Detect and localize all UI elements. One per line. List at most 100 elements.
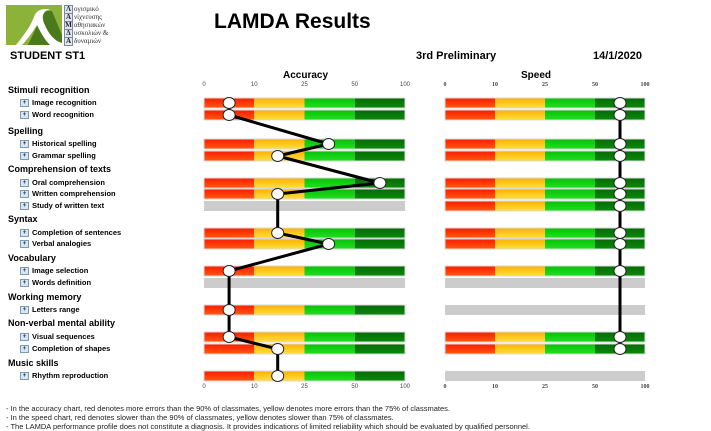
speed-tick-label: 100 xyxy=(641,82,650,88)
accuracy-bar-zone-dark-green xyxy=(354,332,405,342)
skill-item[interactable]: + Completion of sentences xyxy=(20,228,121,237)
speed-bar-zone-green xyxy=(545,344,595,354)
skill-item[interactable]: + Letters range xyxy=(20,305,80,314)
expand-icon[interactable]: + xyxy=(20,139,29,148)
skill-label: Letters range xyxy=(32,305,80,314)
accuracy-bar-zone-dark-green xyxy=(354,371,405,381)
accuracy-bar-zone-dark-green xyxy=(354,98,405,108)
speed-bar-outline xyxy=(444,265,646,277)
expand-icon[interactable]: + xyxy=(20,371,29,380)
skill-label: Image recognition xyxy=(32,98,97,107)
accuracy-bar-zone-green xyxy=(304,266,355,276)
accuracy-tick-label: 10 xyxy=(251,82,258,88)
accuracy-bar-zone-dark-green xyxy=(354,151,405,161)
speed-bar-outline xyxy=(444,150,646,162)
speed-bar-zone-red xyxy=(445,139,495,149)
expand-icon[interactable]: + xyxy=(20,178,29,187)
category-heading: Music skills xyxy=(8,358,59,368)
accuracy-bar-zone-yellow xyxy=(254,305,305,315)
skill-label: Visual sequences xyxy=(32,332,95,341)
speed-tick-label: 50 xyxy=(592,384,598,390)
expand-icon[interactable]: + xyxy=(20,266,29,275)
accuracy-bar-zone-green xyxy=(304,178,355,188)
speed-value-marker xyxy=(613,177,627,189)
speed-bar-zone-green xyxy=(545,239,595,249)
logo-word: υσκολιών & xyxy=(74,29,109,37)
logo-word: νίχνευσης xyxy=(74,13,102,21)
speed-bar-zone-green xyxy=(545,201,595,211)
speed-tick-label: 100 xyxy=(641,384,650,390)
speed-bar-zone-yellow xyxy=(495,178,545,188)
accuracy-bar-outline xyxy=(203,188,406,200)
skill-item[interactable]: + Oral comprehension xyxy=(20,178,105,187)
expand-icon[interactable]: + xyxy=(20,344,29,353)
accuracy-tick-label: 0 xyxy=(202,82,206,88)
accuracy-bar-zone-green xyxy=(304,98,355,108)
speed-tick-label: 25 xyxy=(542,82,548,88)
accuracy-value-marker xyxy=(222,331,236,343)
accuracy-bar-outline xyxy=(203,304,406,316)
speed-value-marker xyxy=(613,188,627,200)
skill-item[interactable]: + Written comprehension xyxy=(20,189,116,198)
accuracy-tick-label: 10 xyxy=(251,384,258,390)
speed-bar-zone-yellow xyxy=(495,98,545,108)
accuracy-value-marker xyxy=(271,370,285,382)
speed-value-marker xyxy=(613,238,627,250)
speed-bar-zone-green xyxy=(545,110,595,120)
skill-item[interactable]: + Rhythm reproduction xyxy=(20,371,108,380)
expand-icon[interactable]: + xyxy=(20,239,29,248)
accuracy-tick-label: 25 xyxy=(301,384,308,390)
accuracy-tick-label: 100 xyxy=(400,82,411,88)
speed-tick-label: 25 xyxy=(542,384,548,390)
footnote: - In the speed chart, red denotes slower… xyxy=(6,413,394,422)
accuracy-bar-zone-green xyxy=(304,189,355,199)
skill-item[interactable]: + Grammar spelling xyxy=(20,151,96,160)
speed-bar-zone-yellow xyxy=(495,201,545,211)
accuracy-bar-zone-green xyxy=(304,305,355,315)
skill-item[interactable]: + Image recognition xyxy=(20,98,97,107)
accuracy-value-marker xyxy=(222,304,236,316)
category-heading: Comprehension of texts xyxy=(8,164,112,174)
accuracy-bar-zone-yellow xyxy=(254,332,305,342)
expand-icon[interactable]: + xyxy=(20,98,29,107)
logo-word: αθησιακών xyxy=(74,21,106,29)
accuracy-bar-zone-dark-green xyxy=(354,305,405,315)
accuracy-bar-outline xyxy=(203,343,406,355)
expand-icon[interactable]: + xyxy=(20,201,29,210)
skill-label: Written comprehension xyxy=(32,189,116,198)
speed-bar-zone-red xyxy=(445,228,495,238)
expand-icon[interactable]: + xyxy=(20,189,29,198)
skill-item[interactable]: + Verbal analogies xyxy=(20,239,91,248)
expand-icon[interactable]: + xyxy=(20,278,29,287)
speed-bar-zone-yellow xyxy=(495,332,545,342)
skill-item[interactable]: + Completion of shapes xyxy=(20,344,110,353)
accuracy-bar-zone-red xyxy=(204,151,255,161)
skill-item[interactable]: + Historical spelling xyxy=(20,139,97,148)
speed-bar-zone-red xyxy=(445,201,495,211)
session-label: 3rd Preliminary xyxy=(416,50,497,62)
expand-icon[interactable]: + xyxy=(20,332,29,341)
speed-value-marker xyxy=(613,200,627,212)
category-heading: Vocabulary xyxy=(8,253,56,263)
skill-label: Rhythm reproduction xyxy=(32,371,109,380)
skill-item[interactable]: + Word recognition xyxy=(20,110,94,119)
expand-icon[interactable]: + xyxy=(20,305,29,314)
speed-bar-outline xyxy=(444,200,646,212)
speed-bar-disabled xyxy=(445,305,645,315)
expand-icon[interactable]: + xyxy=(20,228,29,237)
expand-icon[interactable]: + xyxy=(20,151,29,160)
skill-label: Words definition xyxy=(32,278,92,287)
accuracy-bar-zone-dark-green xyxy=(354,344,405,354)
speed-tick-label: 0 xyxy=(444,384,447,390)
skill-item[interactable]: + Image selection xyxy=(20,266,88,275)
accuracy-tick-label: 100 xyxy=(400,384,411,390)
speed-bar-outline xyxy=(444,227,646,239)
skill-item[interactable]: + Visual sequences xyxy=(20,332,95,341)
expand-icon[interactable]: + xyxy=(20,110,29,119)
speed-bar-zone-yellow xyxy=(495,239,545,249)
accuracy-bar-zone-green xyxy=(304,110,355,120)
skill-item[interactable]: + Study of written text xyxy=(20,201,104,210)
speed-bar-zone-green xyxy=(545,139,595,149)
skill-item[interactable]: + Words definition xyxy=(20,278,91,287)
